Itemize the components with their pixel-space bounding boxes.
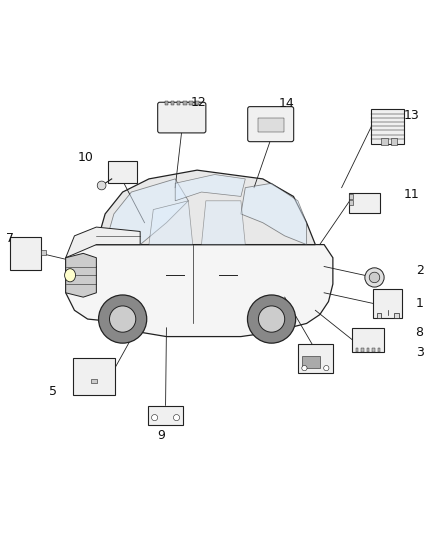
Circle shape	[99, 295, 147, 343]
Polygon shape	[105, 179, 188, 245]
Bar	[258, 118, 284, 132]
Bar	[378, 348, 380, 352]
Circle shape	[173, 415, 180, 421]
Text: 13: 13	[404, 109, 420, 122]
Text: 11: 11	[404, 188, 420, 201]
Bar	[165, 101, 168, 106]
Text: 3: 3	[416, 346, 424, 359]
Text: 1: 1	[416, 297, 424, 310]
Circle shape	[324, 366, 329, 371]
Circle shape	[302, 366, 307, 371]
Polygon shape	[175, 174, 245, 201]
Text: 10: 10	[78, 151, 93, 164]
Text: 7: 7	[6, 231, 14, 245]
Bar	[349, 194, 353, 199]
Bar	[302, 356, 320, 368]
Bar	[195, 101, 199, 106]
Bar	[377, 313, 381, 318]
Bar	[177, 101, 180, 106]
Text: 12: 12	[191, 96, 206, 109]
Bar	[41, 251, 46, 255]
Circle shape	[97, 181, 106, 190]
Polygon shape	[241, 183, 307, 245]
Bar	[367, 348, 369, 352]
Polygon shape	[66, 245, 333, 336]
Bar	[391, 138, 397, 145]
Bar	[356, 348, 358, 352]
Circle shape	[369, 272, 380, 282]
FancyBboxPatch shape	[248, 107, 293, 142]
Bar	[109, 161, 137, 183]
Bar	[394, 313, 399, 318]
Bar	[361, 348, 364, 352]
Bar	[352, 328, 384, 352]
Bar	[372, 348, 374, 352]
Bar	[298, 344, 333, 373]
Bar	[148, 406, 183, 425]
Bar	[73, 358, 115, 395]
Bar	[371, 109, 404, 144]
Polygon shape	[66, 227, 140, 258]
Bar	[91, 378, 97, 383]
Polygon shape	[201, 201, 245, 245]
Bar	[189, 101, 193, 106]
FancyBboxPatch shape	[158, 102, 206, 133]
Circle shape	[110, 306, 136, 332]
Circle shape	[247, 295, 296, 343]
Text: 8: 8	[416, 326, 424, 338]
Bar	[381, 138, 388, 145]
Circle shape	[258, 306, 285, 332]
Bar	[373, 289, 402, 318]
Bar	[183, 101, 187, 106]
Text: 9: 9	[157, 429, 165, 442]
Bar	[171, 101, 174, 106]
Text: 14: 14	[279, 97, 295, 110]
Polygon shape	[66, 253, 96, 297]
Bar	[349, 200, 353, 205]
Bar	[349, 193, 380, 213]
Polygon shape	[149, 201, 193, 245]
Text: 2: 2	[416, 264, 424, 277]
Text: 5: 5	[49, 385, 57, 398]
Bar	[10, 237, 41, 270]
Ellipse shape	[65, 269, 75, 282]
Circle shape	[152, 415, 158, 421]
Polygon shape	[96, 170, 315, 245]
Circle shape	[365, 268, 384, 287]
